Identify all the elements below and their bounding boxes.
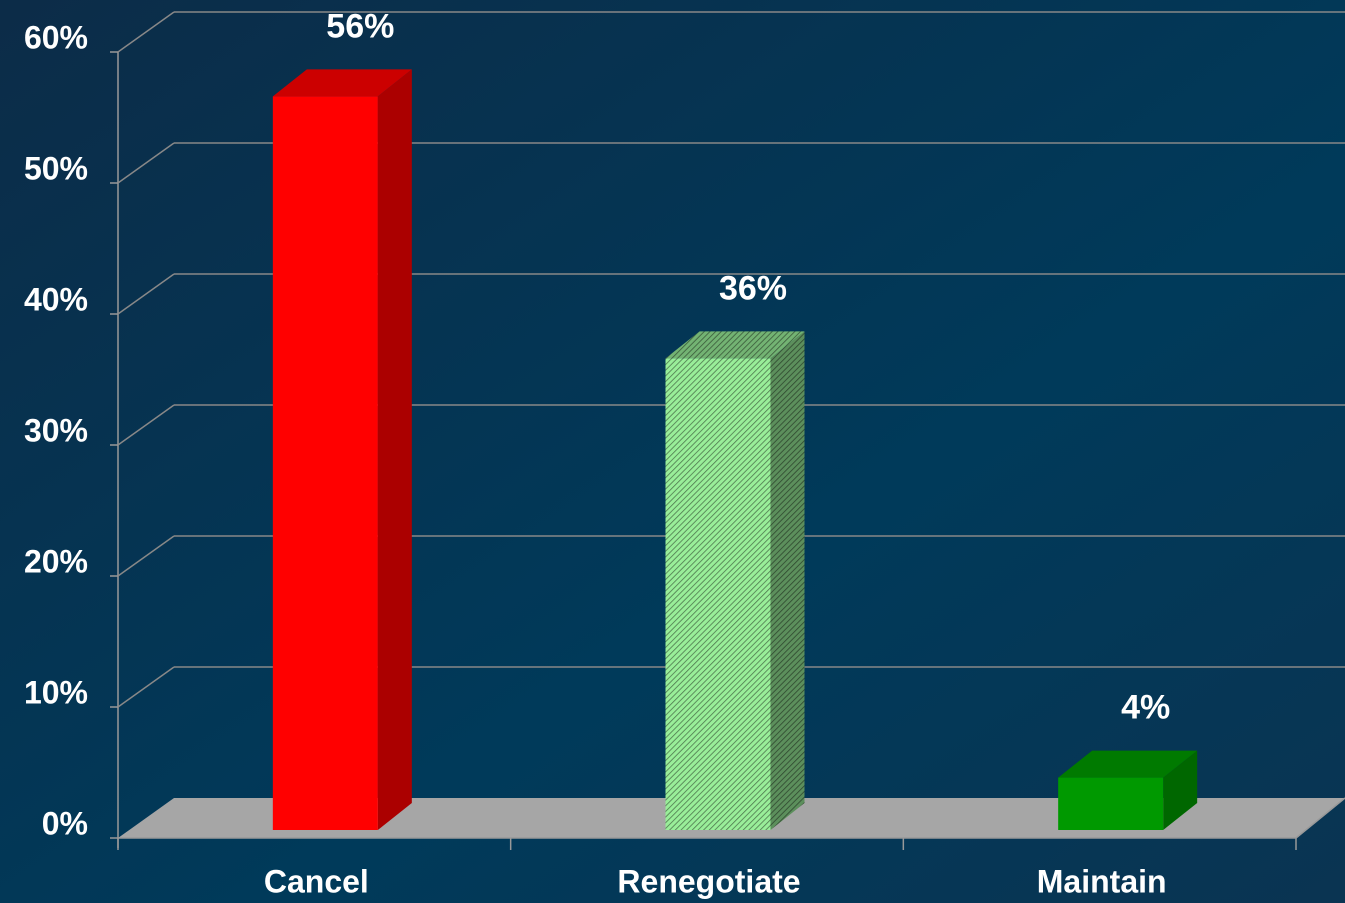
y-tick-label: 50% xyxy=(24,150,88,186)
value-label: 4% xyxy=(1121,689,1170,727)
bar-side xyxy=(377,69,412,830)
floor-edge xyxy=(1295,797,1345,839)
y-tick-label: 60% xyxy=(24,19,88,55)
x-tick-label: Renegotiate xyxy=(617,863,800,899)
y-tick-label: 20% xyxy=(24,543,88,579)
bar xyxy=(665,358,771,830)
grid-line-side xyxy=(117,11,175,53)
grid-line-side xyxy=(117,404,175,446)
bar-top xyxy=(272,69,412,97)
bar-side xyxy=(770,331,805,830)
bar-side xyxy=(1163,750,1198,830)
y-tick-label: 10% xyxy=(24,674,88,710)
x-tick-label: Cancel xyxy=(264,863,369,899)
grid-line-side xyxy=(117,535,175,577)
bar xyxy=(272,96,378,830)
value-label: 36% xyxy=(719,269,787,307)
y-tick-label: 40% xyxy=(24,281,88,317)
y-tick-label: 0% xyxy=(42,805,88,841)
grid-line-side xyxy=(117,142,175,184)
bar xyxy=(1058,777,1164,830)
bar-top xyxy=(1058,750,1198,778)
grid-line-side xyxy=(117,666,175,708)
x-tick-label: Maintain xyxy=(1037,863,1167,899)
grid-line-side xyxy=(117,273,175,315)
value-label: 56% xyxy=(326,7,394,45)
y-tick-label: 30% xyxy=(24,412,88,448)
bar-top xyxy=(665,331,805,359)
